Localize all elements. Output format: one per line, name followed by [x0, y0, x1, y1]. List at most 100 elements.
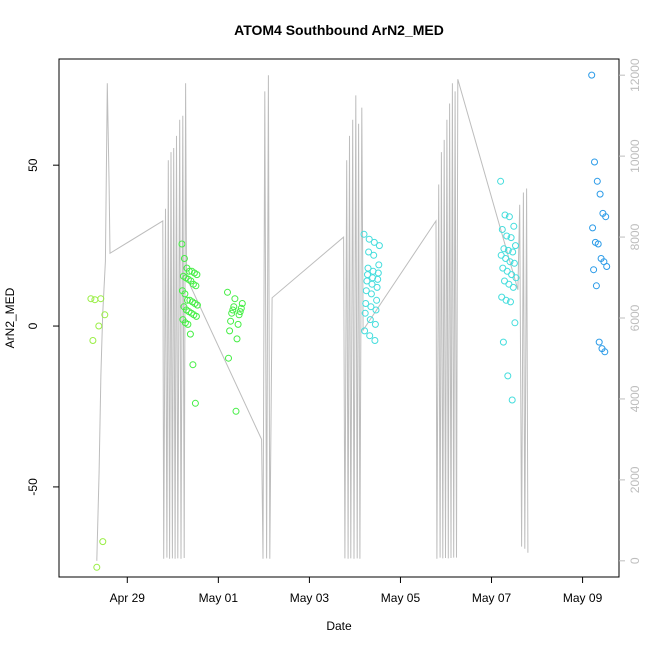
- data-point: [372, 306, 380, 314]
- data-point: [361, 309, 369, 317]
- points-layer: [87, 71, 611, 571]
- y2-tick-label: 0: [628, 557, 642, 564]
- data-point: [375, 261, 383, 269]
- data-point: [91, 296, 99, 304]
- data-point: [375, 242, 383, 250]
- data-point: [504, 372, 512, 380]
- data-point: [366, 316, 374, 324]
- data-point: [184, 320, 192, 328]
- data-point: [497, 177, 505, 185]
- y2-tick-label: 12000: [628, 58, 642, 92]
- chart-title: ATOM4 Southbound ArN2_MED: [234, 22, 444, 38]
- data-point: [603, 263, 611, 270]
- y-axis-label: ArN2_MED: [3, 287, 17, 348]
- secondary-series-layer: [96, 75, 529, 561]
- x-axis-label: Date: [326, 619, 352, 633]
- data-point: [589, 224, 597, 232]
- data-point: [365, 248, 373, 256]
- data-point: [366, 332, 374, 340]
- data-point: [181, 290, 189, 298]
- data-point: [509, 248, 517, 256]
- data-point: [498, 226, 506, 233]
- data-point: [499, 338, 507, 346]
- data-point: [365, 235, 373, 243]
- data-point: [505, 213, 513, 221]
- data-point: [235, 311, 243, 319]
- data-point: [507, 234, 515, 242]
- x-tick-label: Apr 29: [110, 591, 146, 605]
- data-point: [362, 300, 370, 307]
- y-tick-label: -50: [26, 478, 40, 496]
- data-point: [595, 338, 603, 346]
- data-point: [504, 246, 512, 254]
- data-point: [228, 309, 236, 317]
- data-point: [360, 230, 368, 238]
- data-point: [588, 71, 596, 79]
- data-point: [236, 308, 244, 316]
- data-point: [233, 335, 241, 343]
- y-axis-left: -50 0 50: [26, 158, 59, 496]
- data-point: [591, 158, 598, 166]
- data-point: [87, 295, 95, 303]
- data-point: [234, 320, 242, 328]
- y2-tick-label: 2000: [628, 466, 642, 493]
- data-point: [192, 282, 200, 290]
- data-point: [506, 258, 514, 266]
- x-tick-label: May 01: [199, 591, 239, 605]
- data-point: [189, 361, 197, 369]
- data-point: [237, 304, 245, 312]
- data-point: [368, 280, 376, 288]
- x-tick-label: May 09: [563, 591, 603, 605]
- x-tick-label: May 07: [472, 591, 512, 605]
- data-point: [93, 563, 101, 571]
- data-point: [89, 337, 97, 344]
- secondary-series-line: [96, 75, 529, 561]
- data-point: [593, 177, 601, 185]
- data-point: [512, 242, 519, 250]
- y-tick-label: 0: [26, 322, 40, 329]
- data-point: [363, 277, 371, 285]
- data-point: [370, 238, 378, 246]
- data-point: [601, 348, 609, 356]
- data-point: [183, 296, 191, 304]
- data-point: [602, 213, 610, 221]
- data-point: [374, 269, 382, 277]
- data-point: [507, 298, 514, 306]
- data-point: [512, 274, 520, 282]
- data-point: [191, 399, 199, 407]
- y2-tick-label: 8000: [628, 223, 642, 250]
- data-point: [373, 283, 381, 291]
- data-point: [590, 266, 598, 274]
- data-point: [185, 267, 193, 275]
- data-point: [374, 275, 382, 283]
- y2-tick-label: 6000: [628, 304, 642, 331]
- data-point: [226, 327, 234, 335]
- data-point: [364, 264, 372, 272]
- y-tick-label: 50: [26, 158, 40, 172]
- data-point: [509, 283, 517, 291]
- data-point: [101, 311, 109, 319]
- data-point: [370, 251, 378, 259]
- data-point: [231, 295, 239, 303]
- data-point: [232, 407, 240, 415]
- data-point: [500, 245, 508, 253]
- data-point: [192, 312, 200, 320]
- data-point: [592, 282, 600, 290]
- data-point: [596, 190, 604, 198]
- data-point: [180, 255, 188, 262]
- data-point: [230, 303, 238, 311]
- data-point: [371, 320, 379, 328]
- data-point: [361, 327, 369, 335]
- data-point: [367, 290, 375, 298]
- data-point: [99, 538, 107, 546]
- data-point: [193, 301, 201, 309]
- x-tick-label: May 03: [290, 591, 330, 605]
- x-tick-label: May 05: [381, 591, 421, 605]
- data-point: [510, 222, 518, 230]
- data-point: [501, 211, 509, 219]
- data-point: [503, 267, 511, 275]
- data-point: [225, 354, 232, 362]
- y2-tick-label: 10000: [628, 139, 642, 173]
- plot-border: [58, 58, 620, 578]
